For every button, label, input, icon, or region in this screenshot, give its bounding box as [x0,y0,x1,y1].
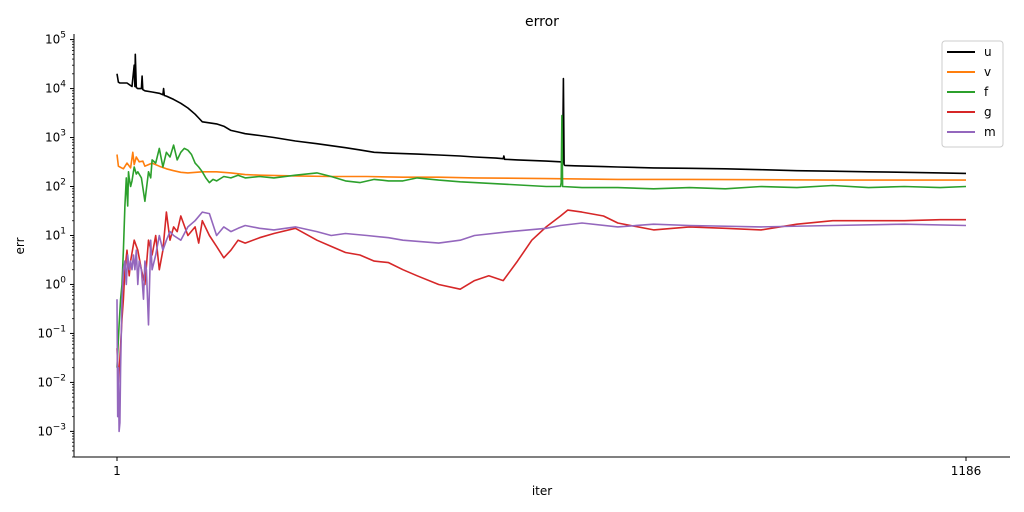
x-axis-label: iter [532,484,552,498]
y-tick-label: 100 [45,275,66,291]
y-tick-label: 10−1 [37,324,66,340]
series-line-g [116,209,966,384]
legend-label-u: u [984,45,992,59]
y-tick-label: 10−3 [37,422,66,438]
series-line-u [116,53,967,175]
axes: 10−3 10−2 10−1 100 101 102 103 104 105 1 1186 [37,31,1010,478]
x-tick-label: 1 [113,464,121,478]
series-line-f [116,114,967,368]
legend-label-m: m [984,125,996,139]
plot-area [116,53,967,433]
y-tick-label: 105 [45,31,66,47]
y-tick-label: 104 [45,80,66,96]
y-axis-label: err [13,237,27,254]
x-tick-label: 1186 [951,464,982,478]
y-tick-label: 101 [45,226,66,242]
y-tick-label: 103 [45,129,66,145]
legend-label-v: v [984,65,991,79]
y-tick-label: 10−2 [37,373,66,389]
chart-title: error [525,14,559,30]
y-tick-label: 102 [45,178,66,194]
legend-label-f: f [984,85,989,99]
legend-label-g: g [984,105,992,119]
series-line-m [116,211,967,433]
series-line-v [116,151,966,181]
legend-box [941,40,1004,148]
